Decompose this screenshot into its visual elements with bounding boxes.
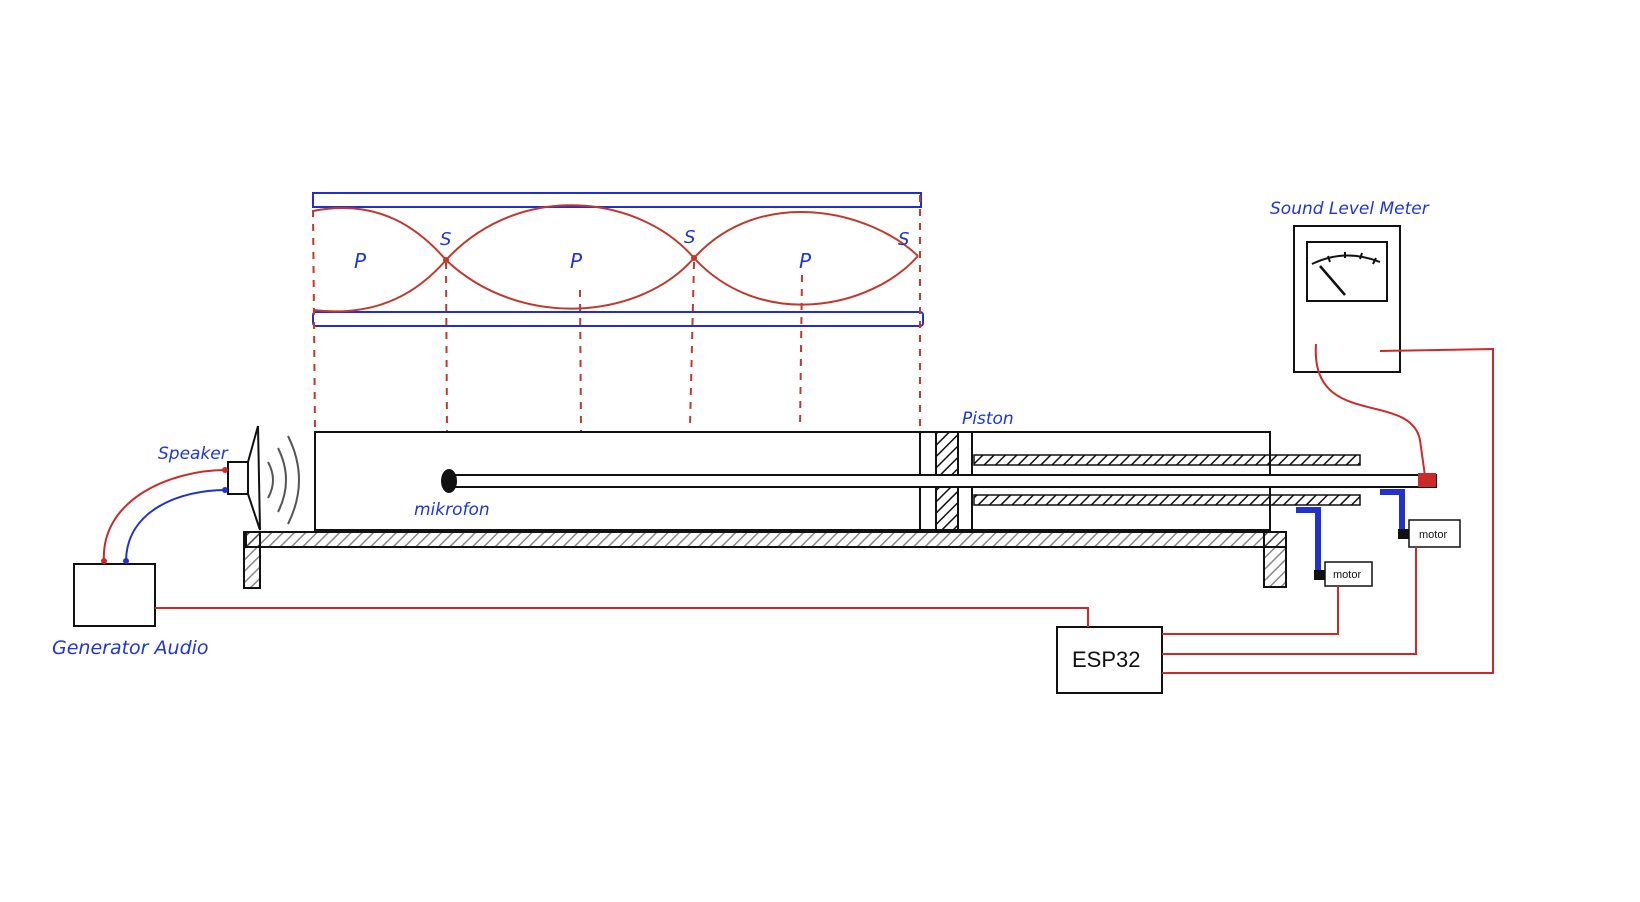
speaker-magnet xyxy=(227,461,249,495)
motor-upper-assembly: motor xyxy=(1380,489,1461,548)
wire-esp32-motor-upper xyxy=(1162,547,1417,655)
microphone-icon xyxy=(441,469,457,493)
speaker-cone xyxy=(247,425,261,531)
audio-generator: Generator Audio xyxy=(52,563,209,659)
speaker-label: Speaker xyxy=(158,444,229,464)
wire-esp32-motor-lower xyxy=(1162,586,1339,635)
rod-end-cap xyxy=(1418,473,1436,487)
motor-lower-bracket xyxy=(1296,507,1321,574)
motor-lower-coupler xyxy=(1314,570,1325,580)
resonance-tube xyxy=(243,431,1287,589)
node-label-2: S xyxy=(684,227,695,248)
speaker-unit: Speaker xyxy=(158,425,300,531)
piston-rod xyxy=(449,474,1437,488)
tube-base-stand xyxy=(245,531,1287,548)
motor-lower-box xyxy=(1324,561,1373,587)
antinode-label-3: P xyxy=(799,249,812,273)
generator-box xyxy=(73,563,156,627)
motor-lower-label: motor xyxy=(1333,569,1361,581)
node-label-1: S xyxy=(440,229,451,250)
speaker-red-terminal xyxy=(222,467,228,473)
meter-label: Sound Level Meter xyxy=(1270,199,1430,219)
motor-upper-bracket xyxy=(1380,489,1405,533)
wire-esp32-meter xyxy=(1162,347,1494,674)
microphone-label: mikrofon xyxy=(414,500,490,520)
wire-blue-terminal xyxy=(123,558,129,564)
stand-left-foot xyxy=(243,531,261,589)
standing-wave-curves xyxy=(312,204,919,313)
wiring xyxy=(101,343,1494,674)
motor-upper-box xyxy=(1408,519,1461,548)
meter-needle xyxy=(1319,265,1346,296)
speaker-blue-terminal xyxy=(222,487,228,493)
esp32-label: ESP32 xyxy=(1072,647,1141,672)
wire-generator-esp32 xyxy=(155,607,1089,627)
projection-guides xyxy=(312,195,921,433)
microphone: mikrofon xyxy=(414,469,490,520)
generator-label: Generator Audio xyxy=(52,637,209,659)
sound-waves-icon xyxy=(267,435,300,525)
stand-right-foot xyxy=(1263,531,1287,588)
motor-upper-coupler xyxy=(1398,529,1409,539)
standing-wave-diagram: P S P S P S xyxy=(312,192,924,433)
antinode-label-2: P xyxy=(570,249,583,273)
node-point-1 xyxy=(443,257,449,263)
wire-meter-rod-sensor xyxy=(1314,343,1426,477)
esp32-box xyxy=(1056,626,1163,694)
wire-red-terminal xyxy=(101,558,107,564)
node-point-2 xyxy=(691,255,697,261)
wave-tube-top-wall xyxy=(312,192,922,208)
wire-generator-speaker-red xyxy=(102,469,227,563)
esp32-controller: ESP32 xyxy=(1056,626,1163,694)
piston-label: Piston xyxy=(962,409,1014,429)
wave-tube-bottom-wall xyxy=(312,311,924,327)
lead-screw-lower xyxy=(973,494,1361,506)
motor-lower-assembly: motor xyxy=(1296,507,1373,587)
meter-display xyxy=(1306,241,1388,302)
node-label-3: S xyxy=(898,229,909,250)
antinode-label-1: P xyxy=(354,249,367,273)
piston-assembly: Piston xyxy=(449,409,1437,531)
meter-ticks xyxy=(1327,252,1377,265)
sound-level-meter: Sound Level Meter xyxy=(1270,199,1430,373)
motor-upper-label: motor xyxy=(1419,529,1447,541)
wire-generator-speaker-blue xyxy=(125,489,227,563)
lead-screw-upper xyxy=(973,454,1361,466)
